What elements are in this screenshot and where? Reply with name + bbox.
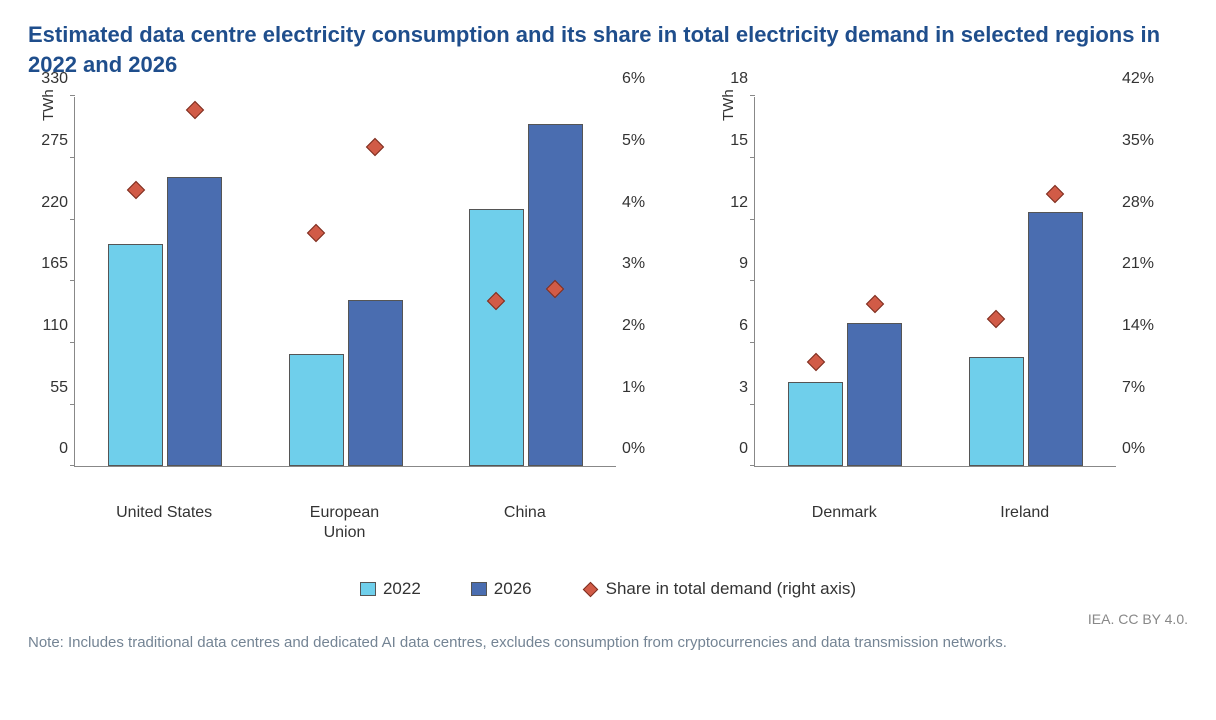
- tick-mark: [750, 342, 755, 343]
- axis-tick-label: 0%: [622, 440, 645, 458]
- axis-tick-label: 3%: [622, 255, 645, 273]
- tick-mark: [750, 95, 755, 96]
- axis-tick-label: 0: [59, 440, 68, 458]
- x-category-label: United States: [74, 503, 254, 547]
- share-marker: [185, 101, 203, 119]
- x-category-label: EuropeanUnion: [254, 503, 434, 547]
- bar-2022: [469, 209, 524, 467]
- axis-tick-label: 110: [42, 317, 68, 335]
- axis-tick-label: 15: [730, 132, 748, 150]
- share-marker: [307, 224, 325, 242]
- tick-mark: [750, 404, 755, 405]
- tick-mark: [70, 404, 75, 405]
- bar-2022: [108, 244, 163, 466]
- axis-tick-label: 55: [50, 379, 68, 397]
- axis-tick-label: 2%: [622, 317, 645, 335]
- tick-mark: [70, 280, 75, 281]
- left-x-labels: United StatesEuropeanUnionChina: [74, 497, 616, 547]
- axis-tick-label: 220: [41, 194, 68, 212]
- axis-tick-label: 18: [730, 70, 748, 88]
- legend-item-2026: 2026: [471, 579, 532, 599]
- axis-tick-label: 7%: [1122, 379, 1145, 397]
- attribution-text: IEA. CC BY 4.0.: [28, 611, 1188, 627]
- tick-mark: [70, 219, 75, 220]
- share-marker: [987, 310, 1005, 328]
- tick-mark: [750, 465, 755, 466]
- swatch-2022-icon: [360, 582, 376, 596]
- chart-panel-left: TWh 055110165220275330 0%1%2%3%4%5%6% Un…: [28, 97, 668, 567]
- axis-tick-label: 14%: [1122, 317, 1154, 335]
- right-y-axis-primary: 0369121518: [708, 97, 754, 467]
- x-category-label: China: [435, 503, 615, 547]
- share-marker: [1046, 185, 1064, 203]
- bar-2022: [788, 382, 843, 466]
- axis-tick-label: 35%: [1122, 132, 1154, 150]
- swatch-2026-icon: [471, 582, 487, 596]
- bar-2026: [1028, 212, 1083, 467]
- axis-tick-label: 275: [41, 132, 68, 150]
- tick-mark: [70, 342, 75, 343]
- axis-tick-label: 9: [739, 255, 748, 273]
- axis-tick-label: 12: [730, 194, 748, 212]
- tick-mark: [750, 219, 755, 220]
- legend-label-2026: 2026: [494, 579, 532, 599]
- legend-label-share: Share in total demand (right axis): [606, 579, 856, 599]
- right-y-axis-secondary: 0%7%14%21%28%35%42%: [1116, 97, 1168, 467]
- right-plot-area: [754, 97, 1116, 467]
- legend-label-2022: 2022: [383, 579, 421, 599]
- bar-2022: [289, 354, 344, 466]
- right-x-labels: DenmarkIreland: [754, 497, 1116, 547]
- left-y-axis-primary: 055110165220275330: [28, 97, 74, 467]
- axis-tick-label: 1%: [622, 379, 645, 397]
- axis-tick-label: 4%: [622, 194, 645, 212]
- axis-tick-label: 6%: [622, 70, 645, 88]
- axis-tick-label: 165: [41, 255, 68, 273]
- left-y-axis-secondary: 0%1%2%3%4%5%6%: [616, 97, 668, 467]
- axis-tick-label: 21%: [1122, 255, 1154, 273]
- diamond-marker-icon: [582, 582, 598, 598]
- bar-2022: [969, 357, 1024, 466]
- left-plot-area: [74, 97, 616, 467]
- axis-tick-label: 5%: [622, 132, 645, 150]
- axis-tick-label: 28%: [1122, 194, 1154, 212]
- bar-2026: [847, 323, 902, 467]
- tick-mark: [70, 157, 75, 158]
- chart-legend: 2022 2026 Share in total demand (right a…: [28, 579, 1188, 599]
- share-marker: [366, 138, 384, 156]
- bar-2026: [167, 177, 222, 466]
- tick-mark: [70, 465, 75, 466]
- axis-tick-label: 0%: [1122, 440, 1145, 458]
- share-marker: [126, 181, 144, 199]
- chart-title: Estimated data centre electricity consum…: [28, 20, 1188, 79]
- bar-2026: [348, 300, 403, 466]
- axis-tick-label: 6: [739, 317, 748, 335]
- x-category-label: Ireland: [935, 503, 1116, 547]
- axis-tick-label: 330: [41, 70, 68, 88]
- tick-mark: [750, 280, 755, 281]
- share-marker: [866, 295, 884, 313]
- axis-tick-label: 42%: [1122, 70, 1154, 88]
- share-marker: [807, 352, 825, 370]
- x-category-label: Denmark: [754, 503, 935, 547]
- legend-item-share: Share in total demand (right axis): [582, 579, 856, 599]
- legend-item-2022: 2022: [360, 579, 421, 599]
- tick-mark: [70, 95, 75, 96]
- charts-row: TWh 055110165220275330 0%1%2%3%4%5%6% Un…: [28, 97, 1188, 567]
- chart-panel-right: TWh 0369121518 0%7%14%21%28%35%42% Denma…: [708, 97, 1168, 567]
- tick-mark: [750, 157, 755, 158]
- footnote-text: Note: Includes traditional data centres …: [28, 633, 1188, 653]
- axis-tick-label: 3: [739, 379, 748, 397]
- axis-tick-label: 0: [739, 440, 748, 458]
